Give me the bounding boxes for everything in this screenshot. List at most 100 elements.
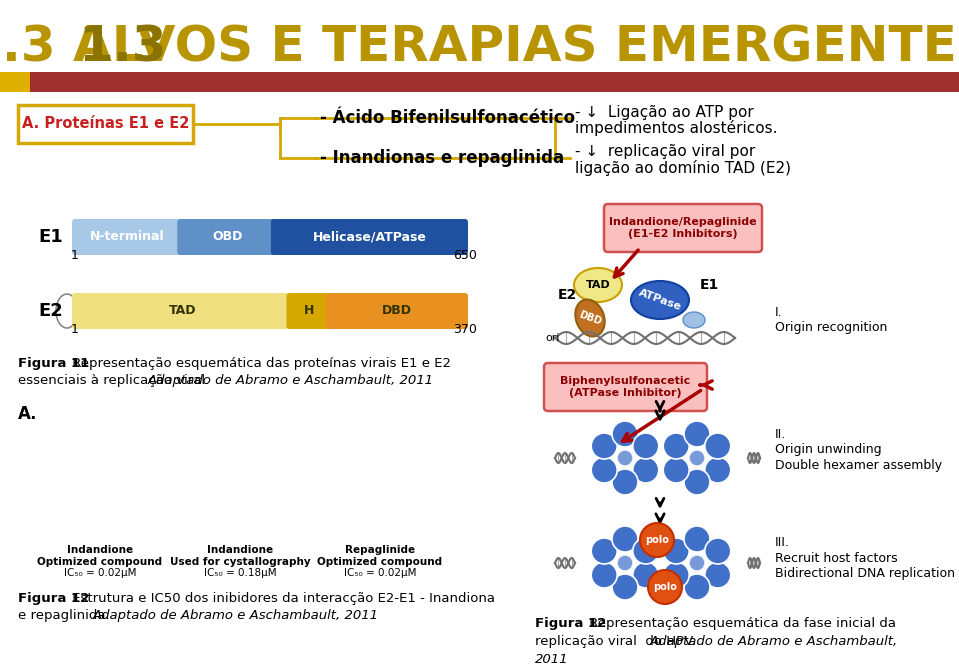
Circle shape <box>618 555 633 571</box>
Text: A.: A. <box>18 405 37 423</box>
Text: - Inandionas e repaglinida: - Inandionas e repaglinida <box>320 149 564 167</box>
Circle shape <box>618 450 633 466</box>
Text: I.
Origin recognition: I. Origin recognition <box>775 306 887 334</box>
Text: TAD: TAD <box>586 280 610 290</box>
Circle shape <box>705 457 731 483</box>
Circle shape <box>690 450 705 466</box>
Circle shape <box>684 574 710 600</box>
Text: OBD: OBD <box>212 231 243 244</box>
Circle shape <box>612 421 638 447</box>
Text: polo: polo <box>645 535 669 545</box>
Circle shape <box>591 538 618 564</box>
Text: Figura 11: Figura 11 <box>18 357 89 370</box>
Text: E1: E1 <box>700 278 719 292</box>
Text: e repaglinida.: e repaglinida. <box>18 609 114 622</box>
Text: ori: ori <box>545 333 559 343</box>
Circle shape <box>705 538 731 564</box>
Circle shape <box>633 433 659 459</box>
Text: 2011: 2011 <box>535 653 569 666</box>
FancyBboxPatch shape <box>287 293 332 329</box>
Circle shape <box>648 570 682 604</box>
Circle shape <box>633 457 659 483</box>
Ellipse shape <box>631 281 689 319</box>
Text: DBD: DBD <box>382 305 411 317</box>
Circle shape <box>640 523 674 557</box>
Ellipse shape <box>575 299 605 336</box>
Text: IC₅₀ = 0.02μM: IC₅₀ = 0.02μM <box>343 568 416 578</box>
Text: impedimentos alostéricos.: impedimentos alostéricos. <box>575 120 778 136</box>
Text: - ↓  replicação viral por: - ↓ replicação viral por <box>575 144 756 159</box>
Text: E1: E1 <box>38 228 62 246</box>
Text: 1.3: 1.3 <box>79 24 167 72</box>
Text: 370: 370 <box>453 323 477 336</box>
Text: Indandione/Repaglinide
(E1-E2 Inhibitors): Indandione/Repaglinide (E1-E2 Inhibitors… <box>609 217 757 239</box>
Text: Indandione
Optimized compound: Indandione Optimized compound <box>37 545 163 566</box>
Text: 650: 650 <box>453 249 477 262</box>
FancyBboxPatch shape <box>72 219 183 255</box>
Bar <box>0 72 30 92</box>
Text: Adaptado de Abramo e Aschambault, 2011: Adaptado de Abramo e Aschambault, 2011 <box>148 374 434 387</box>
Circle shape <box>664 457 690 483</box>
FancyBboxPatch shape <box>604 204 762 252</box>
Circle shape <box>684 469 710 495</box>
Text: essenciais à replicação viral.: essenciais à replicação viral. <box>18 374 214 387</box>
Circle shape <box>664 433 690 459</box>
FancyBboxPatch shape <box>72 293 292 329</box>
Text: Repaglinide
Optimized compound: Repaglinide Optimized compound <box>317 545 442 566</box>
Bar <box>30 72 959 92</box>
Ellipse shape <box>56 294 78 328</box>
Text: A. Proteínas E1 e E2: A. Proteínas E1 e E2 <box>22 117 189 132</box>
Text: Figura 12: Figura 12 <box>18 592 89 605</box>
Circle shape <box>591 562 618 588</box>
Text: Helicase/ATPase: Helicase/ATPase <box>313 231 427 244</box>
Text: polo: polo <box>653 582 677 592</box>
Text: Representação esquemática das proteínas virais E1 e E2: Representação esquemática das proteínas … <box>68 357 451 370</box>
Circle shape <box>633 538 659 564</box>
Text: 1: 1 <box>71 323 79 336</box>
Ellipse shape <box>574 268 622 302</box>
Text: IC₅₀ = 0.18μM: IC₅₀ = 0.18μM <box>203 568 276 578</box>
Circle shape <box>664 562 690 588</box>
Text: Adaptado de Abramo e Aschambault,: Adaptado de Abramo e Aschambault, <box>650 635 899 648</box>
FancyBboxPatch shape <box>544 363 707 411</box>
FancyBboxPatch shape <box>177 219 277 255</box>
Circle shape <box>705 433 731 459</box>
Circle shape <box>591 457 618 483</box>
Circle shape <box>633 562 659 588</box>
Text: II.
Origin unwinding
Double hexamer assembly: II. Origin unwinding Double hexamer asse… <box>775 429 942 472</box>
Text: III.
Recruit host factors
Bidirectional DNA replication: III. Recruit host factors Bidirectional … <box>775 537 955 580</box>
FancyBboxPatch shape <box>325 293 468 329</box>
Text: Representação esquemática da fase inicial da: Representação esquemática da fase inicia… <box>585 617 896 630</box>
Text: replicação viral  do HPV.: replicação viral do HPV. <box>535 635 700 648</box>
Text: E2: E2 <box>558 288 577 302</box>
Text: Biphenylsulfonacetic
(ATPase Inhibitor): Biphenylsulfonacetic (ATPase Inhibitor) <box>560 376 690 398</box>
Circle shape <box>664 538 690 564</box>
Text: H: H <box>304 305 315 317</box>
Text: DBD: DBD <box>577 309 602 327</box>
Text: IC₅₀ = 0.02μM: IC₅₀ = 0.02μM <box>63 568 136 578</box>
Text: Indandione
Used for cystallography: Indandione Used for cystallography <box>170 545 311 566</box>
Text: N-terminal: N-terminal <box>90 231 165 244</box>
Text: - Ácido Bifenilsulfonacético: - Ácido Bifenilsulfonacético <box>320 109 575 127</box>
FancyBboxPatch shape <box>270 219 468 255</box>
Circle shape <box>612 526 638 552</box>
Text: 1: 1 <box>71 249 79 262</box>
FancyBboxPatch shape <box>18 105 193 143</box>
Ellipse shape <box>683 312 705 328</box>
Text: ligação ao domínio TAD (E2): ligação ao domínio TAD (E2) <box>575 160 791 176</box>
Bar <box>170 420 310 530</box>
Text: Figura 12: Figura 12 <box>535 617 606 630</box>
Circle shape <box>705 562 731 588</box>
Text: Adaptado de Abramo e Aschambault, 2011: Adaptado de Abramo e Aschambault, 2011 <box>93 609 379 622</box>
Text: ATPase: ATPase <box>637 288 683 313</box>
Circle shape <box>684 421 710 447</box>
Bar <box>310 420 450 530</box>
Circle shape <box>690 555 705 571</box>
Text: - ↓  Ligação ao ATP por: - ↓ Ligação ao ATP por <box>575 105 754 120</box>
Circle shape <box>612 574 638 600</box>
Bar <box>30 420 170 530</box>
Circle shape <box>612 469 638 495</box>
Circle shape <box>591 433 618 459</box>
Circle shape <box>684 526 710 552</box>
Text: 1.3 ALVOS E TERAPIAS EMERGENTES: 1.3 ALVOS E TERAPIAS EMERGENTES <box>0 24 959 72</box>
